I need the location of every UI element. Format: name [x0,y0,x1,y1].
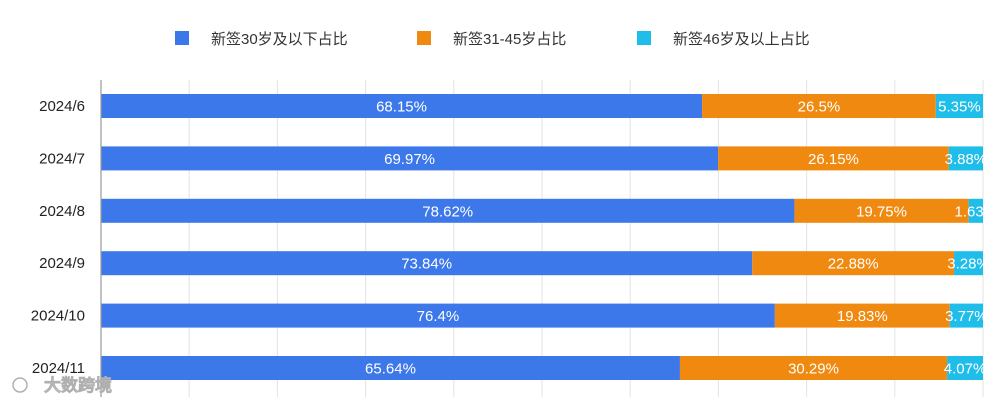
bar-value-label: 30.29% [788,361,839,378]
bar-value-label: 3.28% [947,256,990,273]
bar-value-label: 5.35% [938,99,981,116]
legend-swatch [417,31,431,45]
category-label: 2024/9 [39,255,85,272]
category-label: 2024/11 [32,360,85,377]
legend: 新签30岁及以下占比 新签31-45岁占比 新签46岁及以上占比 [175,31,810,48]
bar-value-label: 19.75% [856,203,907,220]
legend-swatch [637,31,651,45]
category-label: 2024/7 [39,150,85,167]
legend-label: 新签30岁及以下占比 [211,31,348,48]
bar-segment [101,146,719,171]
bar-value-label: 19.83% [837,308,888,325]
bar-segment [718,146,949,171]
bar-value-label: 3.77% [945,308,988,325]
watermark-text: 大数跨境 [44,375,112,395]
category-label: 2024/6 [39,98,85,115]
bar-segment [101,356,680,380]
bar-segment [947,356,983,380]
bar-segment [679,356,948,380]
legend-swatch [175,31,189,45]
watermark-logo: 大数跨境 [12,375,112,395]
bar-value-label: 73.84% [401,256,452,273]
bar-value-label: 68.15% [376,99,427,116]
bar-value-label: 76.4% [417,308,460,325]
bar-value-label: 65.64% [365,361,416,378]
bars: 68.15% 26.5% 5.35% 69.97% 26.15% 3.88% 78.62% 1… [101,94,997,380]
legend-label: 新签31-45岁占比 [453,31,566,48]
bar-segment [954,251,983,276]
category-label: 2024/8 [39,203,85,220]
bar-value-label: 4.07% [944,361,987,378]
bar-segment [794,198,969,223]
bar-segment [101,251,753,276]
bar-segment [752,251,955,276]
bar-segment [949,303,983,328]
bar-value-label: 3.88% [945,151,988,168]
bar-value-label: 1.63% [955,203,998,220]
bar-segment [101,303,775,328]
bar-segment [935,94,983,118]
bar-value-label: 22.88% [828,256,879,273]
y-axis: 2024/6 2024/7 2024/8 2024/9 2024/10 2024/11 [31,80,102,397]
bar-value-label: 26.15% [808,151,859,168]
bar-value-label: 26.5% [798,99,841,116]
bar-segment [968,198,983,223]
bar-value-label: 78.62% [422,203,473,220]
bar-segment [702,94,936,118]
bar-segment [101,94,703,118]
bar-segment [101,198,795,223]
bar-segment [774,303,950,328]
bar-segment [948,146,983,171]
bar-value-label: 69.97% [384,151,435,168]
legend-label: 新签46岁及以上占比 [673,31,810,48]
grid [188,80,984,397]
category-label: 2024/10 [31,308,85,325]
